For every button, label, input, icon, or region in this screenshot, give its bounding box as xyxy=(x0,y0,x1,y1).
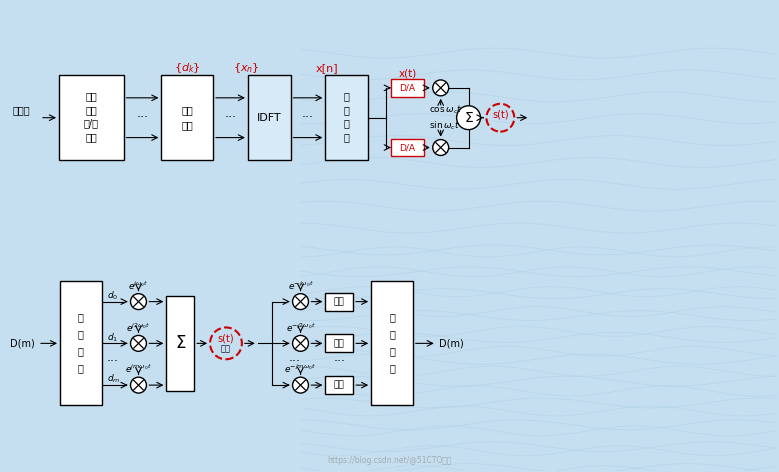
Bar xyxy=(391,139,424,157)
Bar xyxy=(326,293,353,311)
Text: $\Sigma$: $\Sigma$ xyxy=(174,334,186,353)
Text: $e^{jm\omega_0 t}$: $e^{jm\omega_0 t}$ xyxy=(125,363,152,375)
Text: 串: 串 xyxy=(344,105,350,115)
Text: $e^{j\omega_0 t}$: $e^{j\omega_0 t}$ xyxy=(129,279,149,292)
Circle shape xyxy=(293,336,308,351)
Text: ···: ··· xyxy=(107,355,118,368)
Text: $d_m$: $d_m$ xyxy=(107,373,120,386)
Circle shape xyxy=(293,377,308,393)
Text: 比特流: 比特流 xyxy=(12,105,30,115)
Bar xyxy=(60,281,102,405)
Text: 映射: 映射 xyxy=(182,121,193,131)
Text: 积分: 积分 xyxy=(334,297,344,306)
Text: 转: 转 xyxy=(344,118,350,129)
Text: 转换: 转换 xyxy=(86,133,97,143)
Circle shape xyxy=(456,106,481,130)
Bar xyxy=(167,295,194,391)
Text: D(m): D(m) xyxy=(439,338,464,348)
Text: D/A: D/A xyxy=(400,143,415,152)
Bar xyxy=(161,76,213,160)
Text: $d_1$: $d_1$ xyxy=(107,331,118,344)
Text: 串: 串 xyxy=(78,312,84,322)
Text: 编码: 编码 xyxy=(182,105,193,115)
Circle shape xyxy=(131,336,146,351)
Text: 转: 转 xyxy=(389,346,395,356)
Text: D(m): D(m) xyxy=(10,338,35,348)
Text: 积分: 积分 xyxy=(334,380,344,389)
Bar xyxy=(391,79,424,97)
Text: $e^{-j\omega_0 t}$: $e^{-j\omega_0 t}$ xyxy=(287,279,313,292)
Text: ···: ··· xyxy=(288,355,301,368)
Text: $\cos\omega_c t$: $\cos\omega_c t$ xyxy=(428,103,463,116)
Text: ···: ··· xyxy=(302,111,314,124)
Text: 换: 换 xyxy=(344,133,350,143)
Text: ···: ··· xyxy=(333,355,345,368)
Text: $\Sigma$: $\Sigma$ xyxy=(464,111,474,125)
Text: 串/并: 串/并 xyxy=(84,118,99,129)
Circle shape xyxy=(433,80,449,96)
Text: 并: 并 xyxy=(389,312,395,322)
Bar xyxy=(248,76,291,160)
Text: x[n]: x[n] xyxy=(316,64,339,74)
Text: ···: ··· xyxy=(224,111,237,124)
Circle shape xyxy=(433,140,449,155)
Text: 并: 并 xyxy=(344,91,350,101)
Text: $d_0$: $d_0$ xyxy=(107,289,118,302)
Text: 转: 转 xyxy=(78,346,84,356)
Circle shape xyxy=(131,294,146,310)
Text: $e^{-j2\omega_0 t}$: $e^{-j2\omega_0 t}$ xyxy=(286,321,315,334)
Text: IDFT: IDFT xyxy=(257,113,281,123)
Text: 分组: 分组 xyxy=(86,105,97,115)
Text: 串: 串 xyxy=(389,329,395,339)
Bar xyxy=(326,76,368,160)
Bar xyxy=(371,281,413,405)
Text: D/A: D/A xyxy=(400,84,415,93)
Text: $\{d_k\}$: $\{d_k\}$ xyxy=(174,61,200,76)
Text: 分帧: 分帧 xyxy=(86,91,97,101)
Text: https://blog.csdn.net/@51CTO博客: https://blog.csdn.net/@51CTO博客 xyxy=(328,455,453,464)
Text: $\{x_n\}$: $\{x_n\}$ xyxy=(232,61,259,76)
Circle shape xyxy=(293,294,308,310)
Text: 换: 换 xyxy=(78,363,84,373)
Text: 信道: 信道 xyxy=(221,345,231,354)
Bar xyxy=(326,335,353,352)
Text: s(t): s(t) xyxy=(217,333,234,344)
Text: $\sin\omega_c t$: $\sin\omega_c t$ xyxy=(428,119,460,132)
Bar xyxy=(326,376,353,394)
Text: s(t): s(t) xyxy=(492,110,509,120)
Text: 并: 并 xyxy=(78,329,84,339)
Text: ···: ··· xyxy=(136,111,149,124)
Text: $e^{j2\omega_0 t}$: $e^{j2\omega_0 t}$ xyxy=(126,321,151,334)
Bar xyxy=(59,76,124,160)
Text: 积分: 积分 xyxy=(334,339,344,348)
Text: 换: 换 xyxy=(389,363,395,373)
Text: x(t): x(t) xyxy=(398,69,417,79)
Text: $e^{-jm\omega_0 t}$: $e^{-jm\omega_0 t}$ xyxy=(284,363,316,375)
Circle shape xyxy=(131,377,146,393)
